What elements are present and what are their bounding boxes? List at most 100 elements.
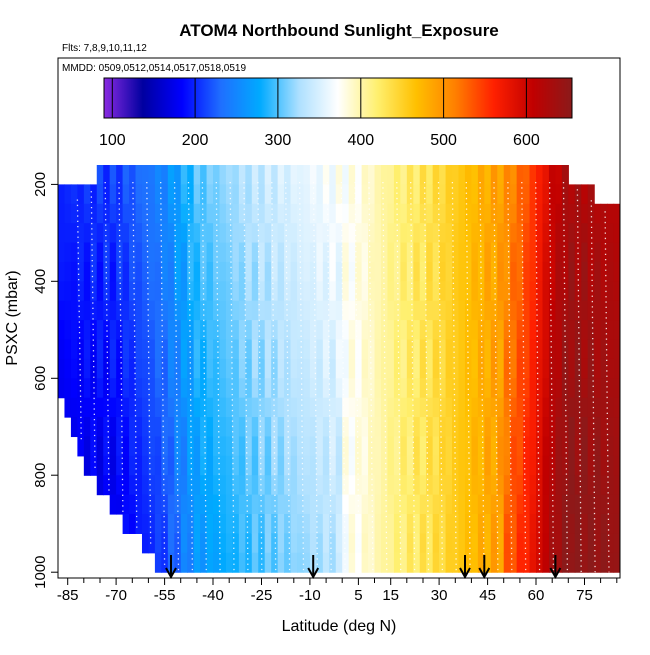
heatmap-cell — [309, 281, 317, 302]
heatmap-cell — [600, 242, 608, 263]
heatmap-cell — [322, 165, 330, 185]
heatmap-cell — [374, 320, 382, 341]
heatmap-cell — [109, 281, 117, 302]
heatmap-cell — [607, 358, 615, 379]
heatmap-cell — [290, 475, 298, 496]
heatmap-cell — [432, 339, 440, 360]
heatmap-cell — [238, 242, 246, 263]
heatmap-cell — [329, 242, 337, 263]
heatmap-cell — [529, 242, 537, 263]
heatmap-cell — [548, 552, 556, 573]
heatmap-cell — [271, 242, 279, 263]
heatmap-cell — [374, 436, 382, 457]
heatmap-cell — [561, 339, 569, 360]
heatmap-cell — [374, 300, 382, 321]
heatmap-cell — [141, 397, 150, 418]
heatmap-cell — [193, 203, 201, 224]
heatmap-cell — [432, 281, 440, 302]
heatmap-cell — [406, 165, 414, 185]
heatmap-cell — [587, 513, 595, 534]
heatmap-cell — [174, 436, 182, 457]
heatmap-cell — [251, 165, 259, 185]
heatmap-cell — [290, 455, 298, 476]
heatmap-cell — [303, 494, 311, 515]
profile-marker-arrow — [478, 555, 491, 580]
heatmap-cell — [316, 223, 324, 244]
heatmap-cell — [297, 436, 305, 457]
heatmap-cell — [141, 281, 150, 302]
heatmap-cell — [355, 436, 363, 457]
heatmap-cell — [225, 242, 234, 263]
heatmap-cell — [219, 339, 227, 360]
heatmap-cell — [238, 300, 246, 321]
heatmap-cell — [167, 320, 175, 341]
heatmap-cell — [406, 378, 414, 399]
heatmap-cell — [542, 339, 550, 360]
heatmap-cell — [316, 203, 324, 224]
heatmap-cell — [348, 378, 356, 399]
heatmap-cell — [355, 223, 363, 244]
heatmap-cell — [213, 436, 221, 457]
heatmap-cell — [271, 339, 279, 360]
heatmap-cell — [587, 242, 595, 263]
heatmap-cell — [271, 184, 279, 205]
y-tick-label: 400 — [32, 269, 49, 294]
heatmap-cell — [387, 513, 395, 534]
heatmap-cell — [361, 455, 369, 476]
heatmap-cell — [439, 513, 447, 534]
heatmap-cell — [477, 455, 485, 476]
heatmap-cell — [329, 494, 337, 515]
heatmap-cell — [193, 223, 201, 244]
heatmap-cell — [187, 513, 195, 534]
heatmap-cell — [561, 552, 569, 573]
heatmap-cell — [380, 533, 389, 554]
heatmap-cell — [497, 300, 505, 321]
heatmap-cell — [406, 261, 414, 282]
heatmap-cell — [419, 300, 427, 321]
heatmap-cell — [561, 513, 569, 534]
heatmap-cell — [238, 184, 246, 205]
heatmap-cell — [206, 455, 214, 476]
heatmap-cell — [452, 436, 460, 457]
heatmap-cell — [96, 300, 104, 321]
heatmap-cell — [548, 358, 556, 379]
profile-marker-arrow — [549, 555, 562, 580]
heatmap-cell — [348, 339, 356, 360]
heatmap-cell — [219, 397, 227, 418]
heatmap-cell — [219, 513, 227, 534]
heatmap-cell — [458, 300, 466, 321]
heatmap-cell — [174, 455, 182, 476]
heatmap-cell — [174, 378, 182, 399]
heatmap-cell — [141, 165, 150, 185]
heatmap-cell — [161, 203, 169, 224]
heatmap-cell — [432, 436, 440, 457]
heatmap-cell — [290, 378, 298, 399]
heatmap-cell — [213, 320, 221, 341]
heatmap-cell — [548, 242, 556, 263]
heatmap-cell — [393, 378, 401, 399]
heatmap-cell — [90, 203, 98, 224]
colorbar-tick-label: 100 — [99, 132, 126, 149]
heatmap-cell — [555, 513, 563, 534]
heatmap-cell — [329, 417, 337, 438]
y-tick-label: 800 — [32, 463, 49, 488]
heatmap-cell — [548, 494, 556, 515]
heatmap-cell — [77, 281, 85, 302]
heatmap-cell — [548, 533, 556, 554]
heatmap-cell — [477, 436, 485, 457]
heatmap-cell — [523, 397, 531, 418]
heatmap-cell — [464, 494, 473, 515]
heatmap-cell — [380, 261, 389, 282]
heatmap-cell — [245, 203, 253, 224]
heatmap-cell — [206, 184, 214, 205]
heatmap-cell — [180, 397, 188, 418]
heatmap-cell — [161, 417, 169, 438]
heatmap-cell — [161, 455, 169, 476]
heatmap-cell — [419, 494, 427, 515]
heatmap-cell — [490, 203, 498, 224]
heatmap-cell — [335, 339, 343, 360]
heatmap-cell — [329, 378, 337, 399]
heatmap-cell — [135, 339, 143, 360]
heatmap-cell — [213, 184, 221, 205]
heatmap-cell — [90, 358, 98, 379]
